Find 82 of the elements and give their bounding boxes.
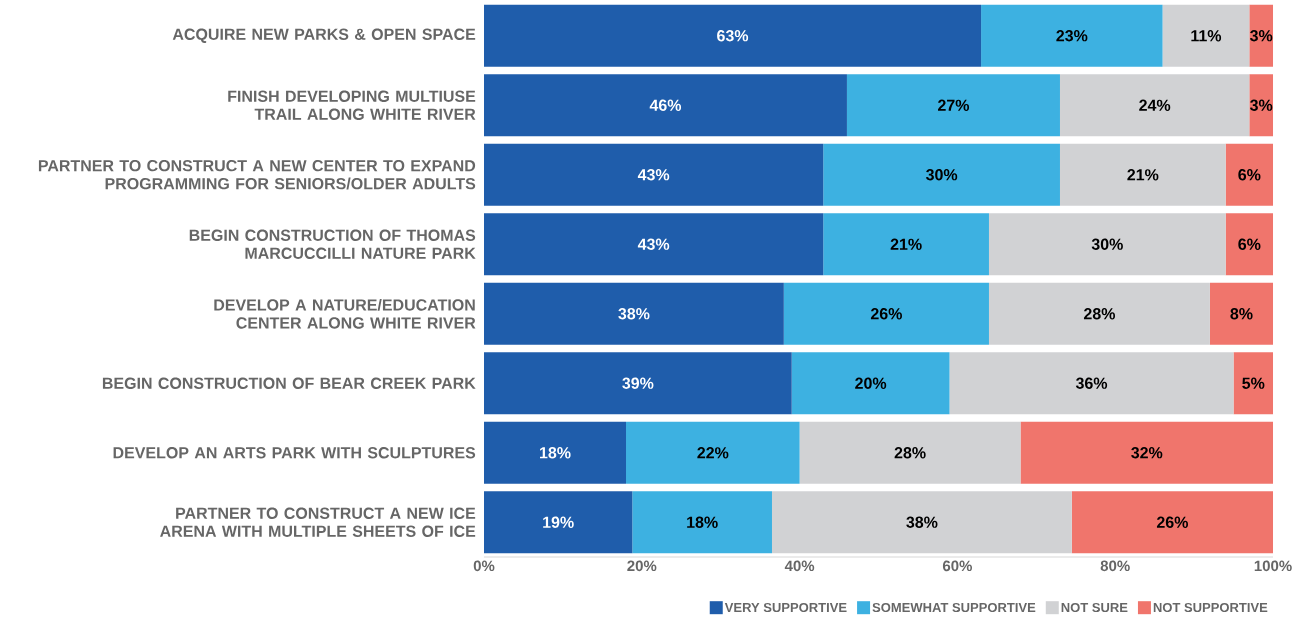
data-label: 3% — [1249, 30, 1273, 42]
bar — [949, 352, 1234, 415]
bar — [783, 282, 989, 345]
data-label: 43% — [637, 238, 670, 250]
y-tick-label: FINISH DEVELOPING MULTIUSE TRAIL ALONG WHITE RIVER — [228, 90, 476, 120]
data-label: 5% — [1242, 377, 1265, 389]
data-label: 27% — [938, 99, 970, 111]
bar — [626, 421, 800, 484]
data-label: 26% — [1156, 516, 1188, 528]
bar — [981, 4, 1163, 67]
bar — [484, 143, 824, 206]
data-label: 23% — [1056, 30, 1088, 42]
bar — [1225, 143, 1273, 206]
bar — [1071, 491, 1273, 554]
bar — [1249, 4, 1273, 67]
data-label: 20% — [855, 377, 887, 389]
x-tick-label: 100% — [1254, 560, 1292, 572]
data-label: 32% — [1131, 447, 1163, 459]
data-label: 63% — [717, 30, 749, 42]
bar — [988, 213, 1226, 276]
data-label: 28% — [894, 447, 926, 459]
x-tick-label: 0% — [473, 560, 495, 572]
data-label: 22% — [697, 447, 729, 459]
data-label: 11% — [1191, 30, 1222, 42]
data-label: 43% — [637, 169, 670, 181]
bar — [846, 74, 1060, 137]
bar — [1020, 421, 1273, 484]
data-label: 39% — [622, 377, 654, 389]
x-tick-label: 80% — [1100, 560, 1130, 572]
bar — [484, 352, 792, 415]
data-label: 38% — [618, 308, 650, 320]
bar — [771, 491, 1072, 554]
bar — [988, 282, 1210, 345]
bar — [484, 4, 982, 67]
data-label: 36% — [1075, 377, 1108, 389]
y-tick-label: PARTNER TO CONSTRUCT A NEW CENTER TO EXPAND PROGRAMMING FOR SENIORS/OLDER ADULTS — [38, 160, 476, 190]
bar — [1162, 4, 1250, 67]
data-label: 21% — [890, 238, 922, 250]
bar — [791, 352, 950, 415]
data-label: 46% — [649, 99, 682, 111]
x-tick-label: 20% — [627, 560, 657, 572]
bar — [1233, 352, 1273, 415]
y-tick-label: BEGIN CONSTRUCTION OF THOMAS MARCUCCILLI NATURE PARK — [189, 229, 476, 259]
bar — [799, 421, 1021, 484]
bar — [484, 213, 824, 276]
x-tick-label: 60% — [942, 560, 973, 572]
data-label: 38% — [906, 516, 938, 528]
y-tick-label: DEVELOP A NATURE/EDUCATION CENTER ALONG WHITE RIVER — [214, 298, 476, 329]
data-label: 6% — [1238, 238, 1261, 250]
legend-label: VERY SUPPORTIVE — [724, 602, 847, 613]
y-tick-label: PARTNER TO CONSTRUCT A NEW ICE ARENA WITH MULTIPLE SHEETS OF ICE — [160, 507, 476, 537]
data-label: 8% — [1230, 308, 1253, 320]
data-label: 18% — [540, 447, 571, 459]
data-label: 3% — [1249, 99, 1273, 111]
data-label: 24% — [1139, 99, 1171, 111]
x-tick-label: 40% — [784, 560, 815, 572]
legend-label: NOT SUPPORTIVE — [1153, 602, 1268, 613]
data-label: 19% — [543, 516, 574, 528]
bar — [484, 421, 627, 484]
legend-label: NOT SURE — [1061, 602, 1128, 613]
bar — [632, 491, 772, 554]
bar — [823, 213, 989, 276]
data-label: 26% — [870, 308, 902, 320]
data-label: 6% — [1238, 169, 1261, 181]
data-label: 18% — [687, 516, 718, 528]
y-tick-label: ACQUIRE NEW PARKS & OPEN SPACE — [172, 28, 476, 43]
data-label: 30% — [1091, 238, 1123, 250]
data-label: 28% — [1083, 308, 1116, 320]
data-label: 21% — [1127, 169, 1159, 181]
bar — [484, 74, 847, 137]
data-label: 30% — [925, 169, 958, 181]
bar — [484, 491, 633, 554]
bar — [823, 143, 1060, 206]
y-tick-label: BEGIN CONSTRUCTION OF BEAR CREEK PARK — [102, 377, 476, 389]
legend-label: SOMEWHAT SUPPORTIVE — [872, 602, 1036, 613]
bar — [1059, 74, 1250, 137]
bar — [484, 282, 784, 345]
bar — [1059, 143, 1226, 206]
bar — [1209, 282, 1273, 345]
bar — [1249, 74, 1273, 137]
bar — [1225, 213, 1273, 276]
y-tick-label: DEVELOP AN ARTS PARK WITH SCULPTURES — [113, 447, 476, 459]
